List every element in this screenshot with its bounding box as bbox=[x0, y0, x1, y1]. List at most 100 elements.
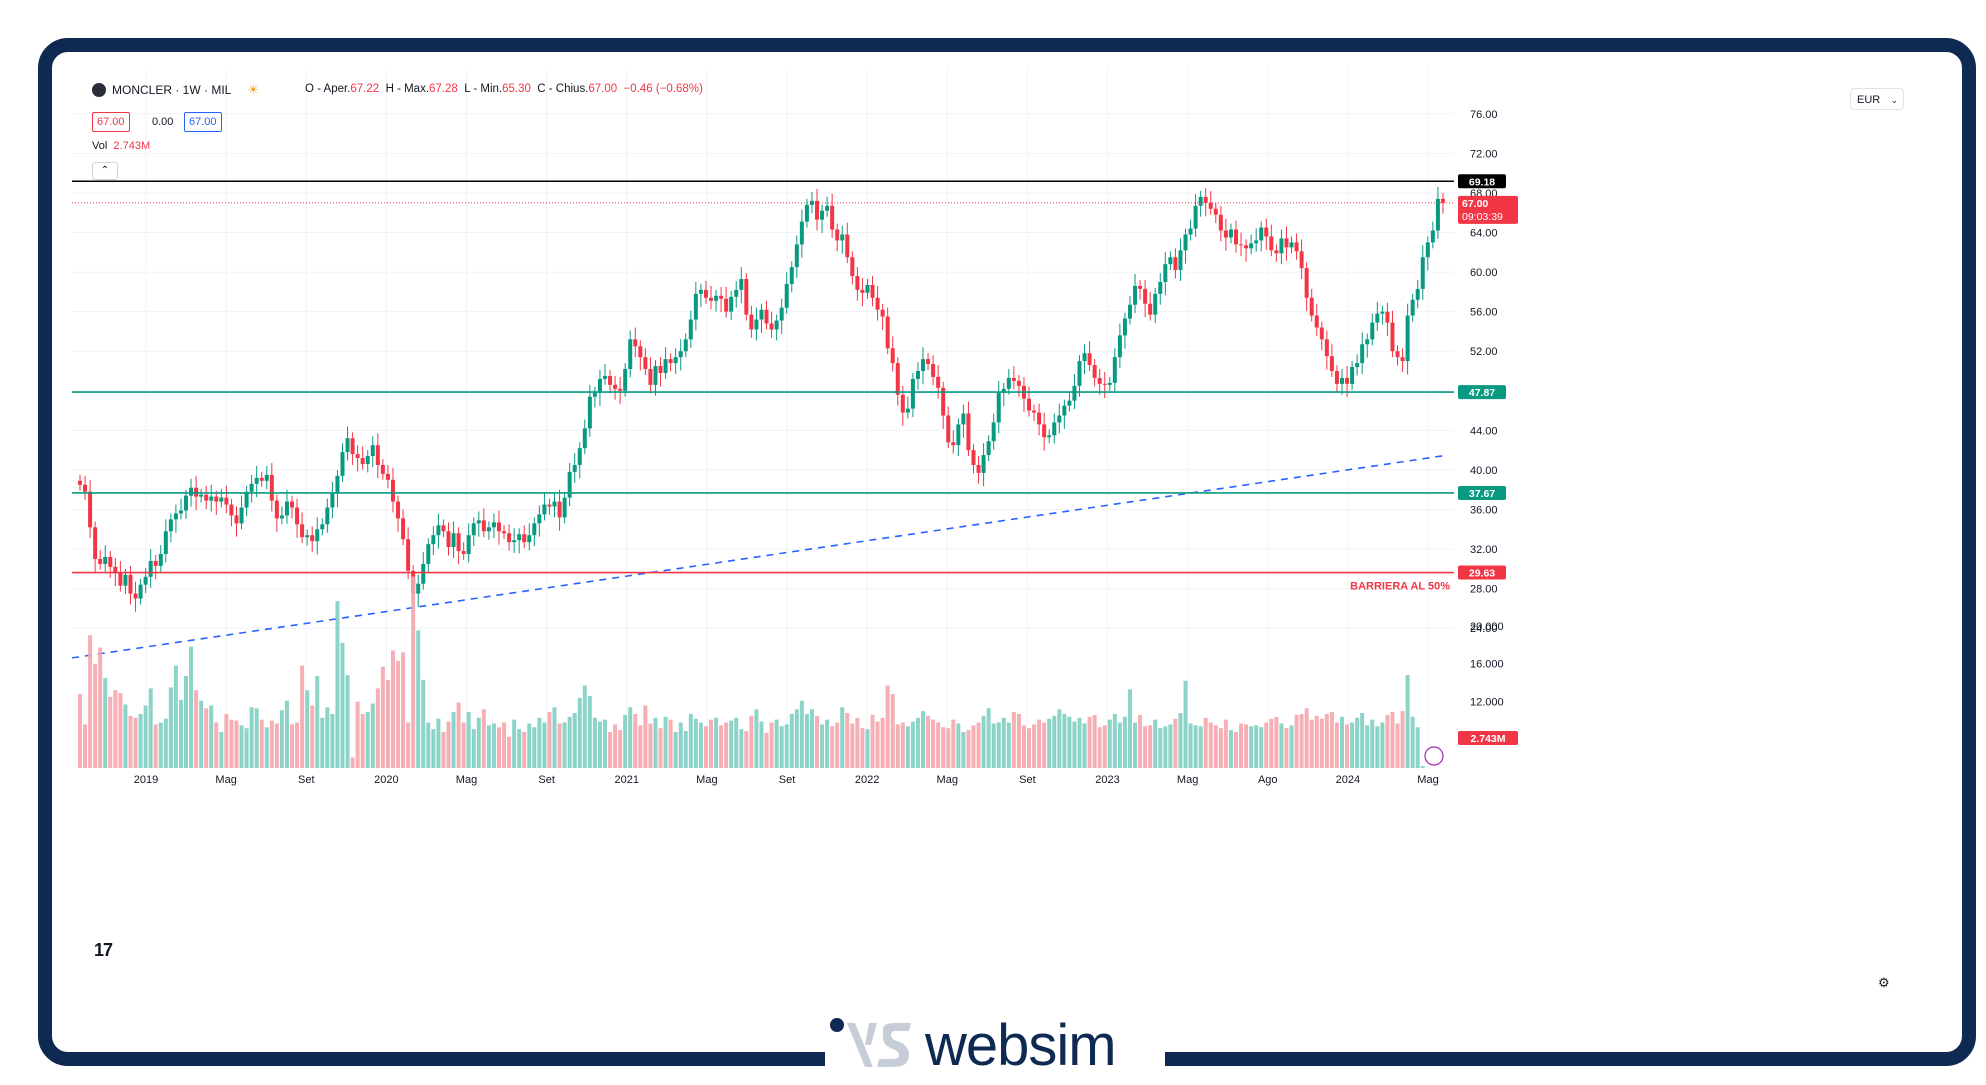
volume-bar bbox=[1284, 728, 1289, 768]
symbol-header[interactable]: MONCLER · 1W · MIL ☀ bbox=[92, 82, 259, 98]
candle-body bbox=[295, 507, 300, 525]
volume-bar bbox=[663, 716, 668, 768]
candle-body bbox=[491, 522, 496, 528]
level-badge bbox=[1458, 174, 1506, 189]
volume-bar bbox=[759, 721, 764, 768]
volume-last-badge bbox=[1458, 731, 1518, 745]
price-tick-label: 36.00 bbox=[1470, 505, 1498, 517]
volume-bar bbox=[1314, 715, 1319, 768]
candle-body bbox=[981, 455, 986, 473]
volume-bar bbox=[1309, 719, 1314, 768]
sell-price-button[interactable]: 67.00 bbox=[92, 112, 130, 132]
candle-body bbox=[1032, 410, 1037, 413]
candle-body bbox=[875, 297, 880, 310]
candle-body bbox=[1127, 304, 1132, 319]
candle-body bbox=[380, 464, 385, 474]
volume-bar bbox=[522, 731, 527, 768]
volume-bar bbox=[264, 727, 269, 768]
volume-bar bbox=[633, 713, 638, 768]
close-value: 67.00 bbox=[588, 83, 618, 95]
volume-bar bbox=[678, 722, 683, 768]
candle-body bbox=[1309, 297, 1314, 316]
candle-body bbox=[1289, 242, 1294, 248]
candle-body bbox=[754, 319, 759, 330]
candle-body bbox=[446, 531, 451, 548]
candle-body bbox=[375, 445, 380, 465]
candle-body bbox=[623, 369, 628, 391]
candle-body bbox=[1395, 351, 1400, 358]
candle-body bbox=[633, 339, 638, 347]
countdown-label: 09:03:39 bbox=[1462, 211, 1503, 223]
volume-bar bbox=[1037, 719, 1042, 768]
candle-body bbox=[628, 339, 633, 370]
candle-body bbox=[290, 501, 295, 508]
volume-bar bbox=[1001, 717, 1006, 768]
moncler-logo-icon bbox=[92, 83, 106, 97]
volume-bar bbox=[1122, 716, 1127, 768]
volume-bar bbox=[1057, 709, 1062, 768]
candle-body bbox=[133, 593, 138, 599]
volume-bar bbox=[941, 727, 946, 768]
candle-body bbox=[1203, 196, 1208, 203]
candle-body bbox=[1324, 339, 1329, 357]
volume-bar bbox=[1345, 724, 1350, 768]
volume-bar bbox=[880, 717, 885, 768]
candle-body bbox=[1077, 361, 1082, 386]
volume-tick-label: 16.000 bbox=[1470, 659, 1504, 671]
settings-gear-icon[interactable]: ⚙ bbox=[1878, 975, 1890, 990]
collapse-legend-button[interactable]: ⌃ bbox=[92, 162, 118, 180]
volume-bar bbox=[1062, 713, 1067, 768]
volume-bar bbox=[1173, 718, 1178, 768]
candle-body bbox=[880, 309, 885, 317]
volume-bar bbox=[532, 727, 537, 768]
candle-body bbox=[234, 515, 239, 524]
candle-body bbox=[865, 284, 870, 293]
volume-last-label: 2.743M bbox=[1470, 733, 1505, 745]
candle-body bbox=[562, 497, 567, 518]
volume-bar bbox=[613, 724, 618, 768]
volume-bar bbox=[890, 694, 895, 768]
volume-bar bbox=[643, 705, 648, 768]
candle-body bbox=[83, 484, 88, 492]
volume-bar bbox=[1016, 713, 1021, 768]
volume-bar bbox=[936, 722, 941, 768]
candle-body bbox=[396, 501, 401, 519]
currency-select[interactable]: EUR ⌄ bbox=[1850, 88, 1904, 110]
candle-body bbox=[431, 535, 436, 545]
candle-body bbox=[1440, 198, 1445, 203]
volume-bar bbox=[653, 717, 658, 768]
volume-bar bbox=[840, 707, 845, 768]
x-tick-label: Mag bbox=[1417, 774, 1438, 786]
volume-bar bbox=[602, 719, 607, 768]
candle-body bbox=[693, 293, 698, 320]
candle-body bbox=[915, 371, 920, 379]
volume-bar bbox=[708, 719, 713, 768]
candle-body bbox=[345, 438, 350, 453]
candle-body bbox=[259, 477, 264, 481]
candle-body bbox=[991, 422, 996, 442]
candle-body bbox=[496, 522, 501, 532]
candle-body bbox=[279, 515, 284, 519]
volume-bar bbox=[910, 721, 915, 768]
price-chart[interactable]: 2019 Mag Set 2020 Mag Set 2021 Mag Set 2022 Mag Set… bbox=[40, 38, 1900, 968]
tradingview-logo-icon[interactable]: 17 bbox=[94, 940, 113, 960]
volume-bar bbox=[784, 724, 789, 768]
volume-bar bbox=[976, 722, 981, 768]
chart-area[interactable]: 2019 Mag Set 2020 Mag Set 2021 Mag Set 2022 Mag Set… bbox=[40, 38, 1904, 990]
volume-bar bbox=[325, 707, 330, 768]
candle-body bbox=[1153, 293, 1158, 315]
volume-bar bbox=[996, 722, 1001, 768]
buy-price-button[interactable]: 67.00 bbox=[184, 112, 222, 132]
price-tick-label: 32.00 bbox=[1470, 544, 1498, 556]
volume-bar bbox=[1213, 725, 1218, 768]
level-label: 69.18 bbox=[1469, 176, 1495, 188]
volume-bar bbox=[1415, 727, 1420, 768]
candle-body bbox=[971, 450, 976, 465]
candle-body bbox=[315, 529, 320, 542]
candle-body bbox=[173, 513, 178, 520]
volume-bar bbox=[815, 715, 820, 768]
volume-bar bbox=[865, 729, 870, 768]
volume-tick-label: 12.000 bbox=[1470, 697, 1504, 709]
volume-bar bbox=[1223, 719, 1228, 768]
candle-body bbox=[1173, 257, 1178, 271]
